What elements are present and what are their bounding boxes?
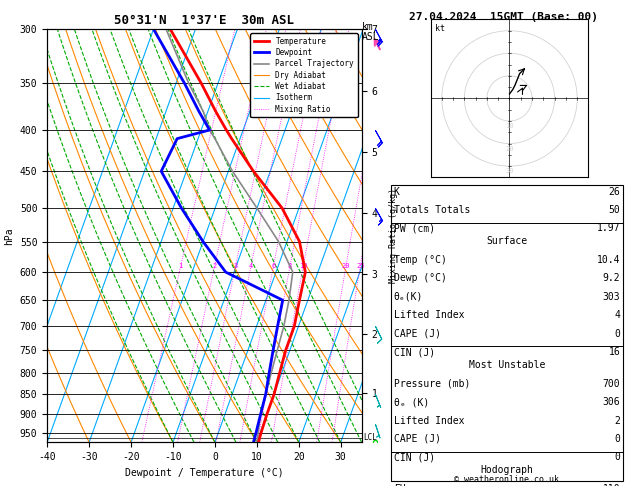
Text: 306: 306 bbox=[603, 397, 620, 407]
Text: θₑ (K): θₑ (K) bbox=[394, 397, 429, 407]
Text: 3: 3 bbox=[233, 263, 238, 269]
Y-axis label: hPa: hPa bbox=[4, 227, 14, 244]
Text: PW (cm): PW (cm) bbox=[394, 224, 435, 233]
Text: 30: 30 bbox=[505, 168, 514, 174]
Text: 27.04.2024  15GMT (Base: 00): 27.04.2024 15GMT (Base: 00) bbox=[409, 12, 598, 22]
Text: CAPE (J): CAPE (J) bbox=[394, 329, 441, 339]
Text: © weatheronline.co.uk: © weatheronline.co.uk bbox=[455, 474, 559, 484]
Text: 20: 20 bbox=[505, 146, 514, 152]
Legend: Temperature, Dewpoint, Parcel Trajectory, Dry Adiabat, Wet Adiabat, Isotherm, Mi: Temperature, Dewpoint, Parcel Trajectory… bbox=[250, 33, 358, 117]
Text: 0: 0 bbox=[615, 452, 620, 463]
Text: LCL: LCL bbox=[363, 434, 377, 442]
Text: CAPE (J): CAPE (J) bbox=[394, 434, 441, 444]
Text: Totals Totals: Totals Totals bbox=[394, 205, 470, 215]
X-axis label: Dewpoint / Temperature (°C): Dewpoint / Temperature (°C) bbox=[125, 468, 284, 478]
Text: 2: 2 bbox=[213, 263, 216, 269]
Text: θₑ(K): θₑ(K) bbox=[394, 292, 423, 302]
Text: CIN (J): CIN (J) bbox=[394, 347, 435, 357]
Text: 16: 16 bbox=[608, 347, 620, 357]
Text: 10: 10 bbox=[505, 123, 514, 129]
Text: 700: 700 bbox=[603, 379, 620, 389]
Text: 6: 6 bbox=[271, 263, 276, 269]
Text: 303: 303 bbox=[603, 292, 620, 302]
Text: EH: EH bbox=[394, 484, 406, 486]
Text: Surface: Surface bbox=[486, 236, 528, 246]
Text: 110: 110 bbox=[603, 484, 620, 486]
Text: Temp (°C): Temp (°C) bbox=[394, 255, 447, 265]
Text: 1.97: 1.97 bbox=[597, 224, 620, 233]
Text: Hodograph: Hodograph bbox=[481, 466, 533, 475]
Text: Pressure (mb): Pressure (mb) bbox=[394, 379, 470, 389]
Text: 9.2: 9.2 bbox=[603, 273, 620, 283]
Text: 26: 26 bbox=[608, 187, 620, 196]
Text: 4: 4 bbox=[615, 310, 620, 320]
Text: 10: 10 bbox=[299, 263, 308, 269]
Text: 0: 0 bbox=[615, 329, 620, 339]
Text: Dewp (°C): Dewp (°C) bbox=[394, 273, 447, 283]
Text: 4: 4 bbox=[249, 263, 253, 269]
Text: 25: 25 bbox=[356, 263, 365, 269]
Text: ASL: ASL bbox=[362, 32, 379, 42]
Text: 10.4: 10.4 bbox=[597, 255, 620, 265]
Text: 20: 20 bbox=[342, 263, 350, 269]
Text: Most Unstable: Most Unstable bbox=[469, 360, 545, 370]
Text: 50: 50 bbox=[608, 205, 620, 215]
Text: 1: 1 bbox=[179, 263, 183, 269]
Text: 0: 0 bbox=[615, 434, 620, 444]
Text: kt: kt bbox=[435, 24, 445, 33]
Text: 2: 2 bbox=[615, 416, 620, 426]
Text: Lifted Index: Lifted Index bbox=[394, 310, 464, 320]
Title: 50°31'N  1°37'E  30m ASL: 50°31'N 1°37'E 30m ASL bbox=[114, 14, 294, 27]
Text: K: K bbox=[394, 187, 399, 196]
Text: 8: 8 bbox=[288, 263, 292, 269]
Text: Lifted Index: Lifted Index bbox=[394, 416, 464, 426]
Text: Mixing Ratio (g/kg): Mixing Ratio (g/kg) bbox=[389, 188, 398, 283]
Text: CIN (J): CIN (J) bbox=[394, 452, 435, 463]
Text: km: km bbox=[362, 22, 374, 32]
